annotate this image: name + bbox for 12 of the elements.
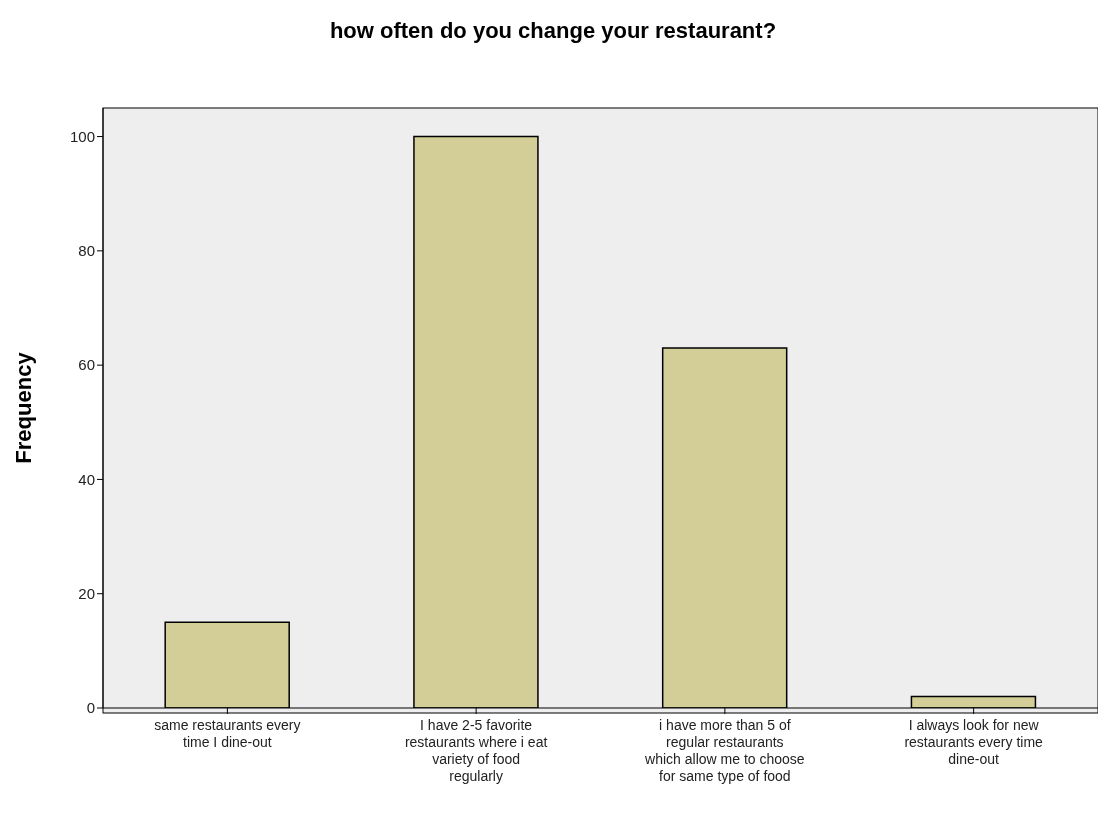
chart-title: how often do you change your restaurant? (328, 17, 778, 45)
y-tick-label: 80 (78, 242, 95, 260)
y-tick-label: 100 (69, 127, 95, 145)
y-tick-label: 20 (78, 585, 95, 603)
y-tick-label: 60 (78, 356, 95, 374)
y-tick-label: 0 (86, 699, 95, 717)
x-tick-label: i have more than 5 of regular restaurants which allow me to choose for same type of food (644, 717, 805, 784)
x-tick-label: I always look for new restaurants every time dine-out (904, 717, 1044, 767)
y-tick-label: 40 (78, 470, 95, 488)
x-tick-label: same restaurants every time I dine-out (154, 717, 301, 750)
y-axis-title: Frequency (10, 351, 36, 464)
x-tick-label: I have 2-5 favorite restaurants where i eat variety of food regularly (404, 717, 548, 784)
